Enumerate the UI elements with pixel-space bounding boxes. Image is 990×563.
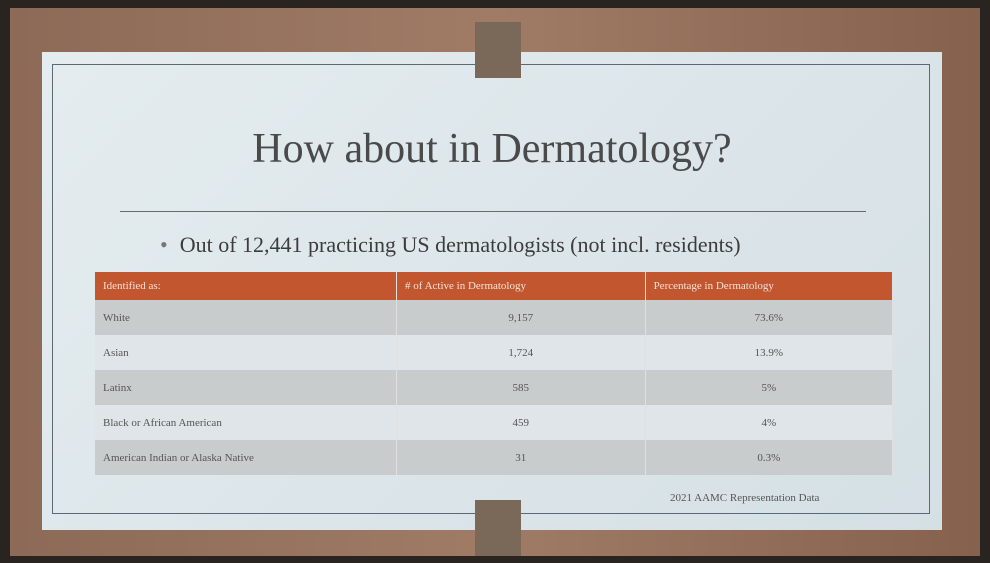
table-cell: 9,157 (397, 300, 646, 335)
table-cell: 1,724 (397, 335, 646, 370)
header-cell: # of Active in Dermatology (397, 272, 646, 300)
table-cell: 73.6% (645, 300, 892, 335)
table: Identified as:# of Active in Dermatology… (95, 272, 893, 475)
header-cell: Identified as: (95, 272, 397, 300)
table-cell: 31 (397, 440, 646, 475)
header-row: Identified as:# of Active in Dermatology… (95, 272, 893, 300)
table-cell: 585 (397, 370, 646, 405)
clip (475, 500, 521, 556)
table-cell: Black or African American (95, 405, 397, 440)
bullet: Out of 12,441 practicing US dermatologis… (160, 232, 741, 258)
page: How about in Dermatology? Out of 12,441 … (0, 0, 990, 563)
clip (475, 22, 521, 78)
table-cell: 0.3% (645, 440, 892, 475)
divider (120, 211, 866, 212)
header-cell: Percentage in Dermatology (645, 272, 892, 300)
table-cell: 13.9% (645, 335, 892, 370)
table-cell: Asian (95, 335, 397, 370)
table-cell: 459 (397, 405, 646, 440)
table-cell: 5% (645, 370, 892, 405)
table-cell: White (95, 300, 397, 335)
slide-title: How about in Dermatology? (42, 125, 942, 173)
source: 2021 AAMC Representation Data (670, 492, 819, 504)
table-cell: American Indian or Alaska Native (95, 440, 397, 475)
table-cell: Latinx (95, 370, 397, 405)
table-cell: 4% (645, 405, 892, 440)
